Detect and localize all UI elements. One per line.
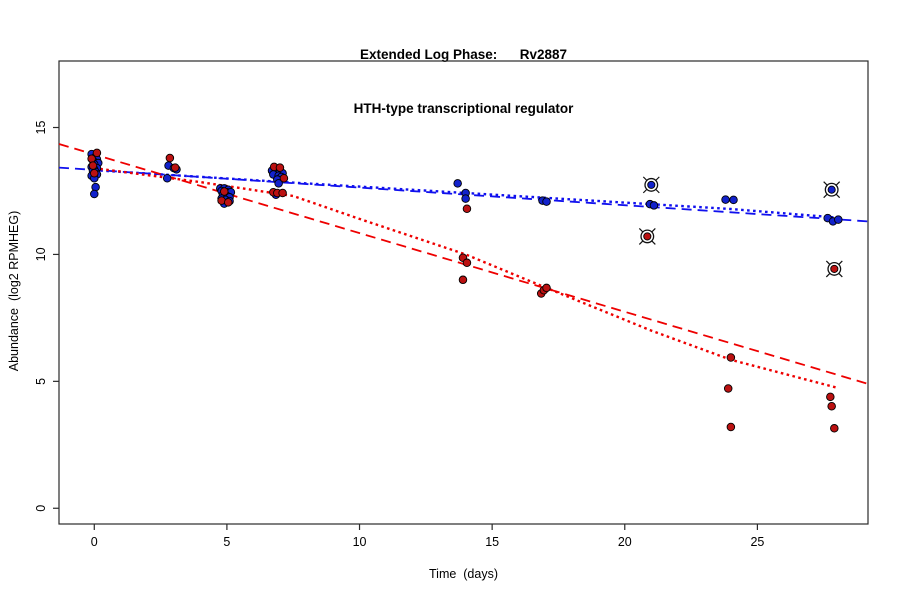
red-condition-point xyxy=(726,422,736,432)
y-tick-label: 10 xyxy=(34,247,48,261)
red-condition-point xyxy=(726,353,736,362)
x-tick-label: 25 xyxy=(750,535,764,549)
data-point xyxy=(830,264,839,273)
y-tick-label: 15 xyxy=(34,121,48,135)
red-condition-point xyxy=(90,168,99,178)
x-axis-label: Time (days) xyxy=(429,567,498,581)
red-condition-flagged-marker xyxy=(825,260,843,278)
y-axis-label: Abundance (log2 RPMHEG) xyxy=(7,210,21,372)
red-condition-point xyxy=(458,275,468,285)
red-condition-point xyxy=(219,187,229,196)
data-point xyxy=(643,232,652,241)
blue-condition-flagged-marker xyxy=(823,181,841,199)
red-condition-point xyxy=(275,163,285,172)
blue-dotted-fit xyxy=(94,169,838,219)
red-condition-point xyxy=(278,188,287,198)
x-tick-label: 5 xyxy=(223,535,230,549)
red-condition-point xyxy=(165,153,175,163)
blue-condition-point xyxy=(162,174,172,183)
y-tick-label: 0 xyxy=(34,505,48,512)
red-condition-point xyxy=(827,401,836,411)
blue-condition-point xyxy=(91,182,100,192)
blue-condition-point xyxy=(649,201,659,210)
red-condition-point xyxy=(826,392,835,402)
red-condition-point xyxy=(723,384,733,393)
blue-condition-point xyxy=(274,179,283,188)
red-condition-point xyxy=(92,148,102,158)
red-condition-point xyxy=(223,198,233,207)
blue-condition-point xyxy=(461,194,470,203)
blue-condition-point xyxy=(542,197,551,206)
blue-condition-point xyxy=(834,215,843,224)
red-condition-point xyxy=(88,161,98,170)
x-tick-label: 0 xyxy=(91,535,98,549)
x-tick-label: 10 xyxy=(353,535,367,549)
blue-condition-point xyxy=(90,189,99,199)
blue-condition-point xyxy=(453,179,462,188)
blue-condition-point xyxy=(729,195,738,205)
red-condition-point xyxy=(462,204,472,213)
red-condition-point xyxy=(462,258,472,268)
data-point xyxy=(827,185,836,194)
chart-title-line1: Extended Log Phase: Rv2887 xyxy=(359,47,568,62)
red-dotted-fit xyxy=(94,166,838,389)
red-condition-point xyxy=(830,424,839,433)
x-tick-label: 15 xyxy=(485,535,499,549)
chart-title: Extended Log Phase: Rv2887 HTH-type tran… xyxy=(59,10,868,154)
chart-title-line2: HTH-type transcriptional regulator xyxy=(353,101,574,116)
blue-condition-flagged-marker xyxy=(642,176,660,194)
red-condition-point xyxy=(279,174,289,183)
plot-frame xyxy=(58,60,869,525)
red-condition-point xyxy=(87,154,96,163)
blue-condition-point xyxy=(721,195,730,204)
data-point xyxy=(647,180,656,189)
red-condition-point xyxy=(170,163,180,172)
red-condition-point xyxy=(542,283,551,293)
x-tick-label: 20 xyxy=(618,535,632,549)
red-condition-flagged-marker xyxy=(638,227,656,245)
y-tick-label: 5 xyxy=(34,378,48,385)
